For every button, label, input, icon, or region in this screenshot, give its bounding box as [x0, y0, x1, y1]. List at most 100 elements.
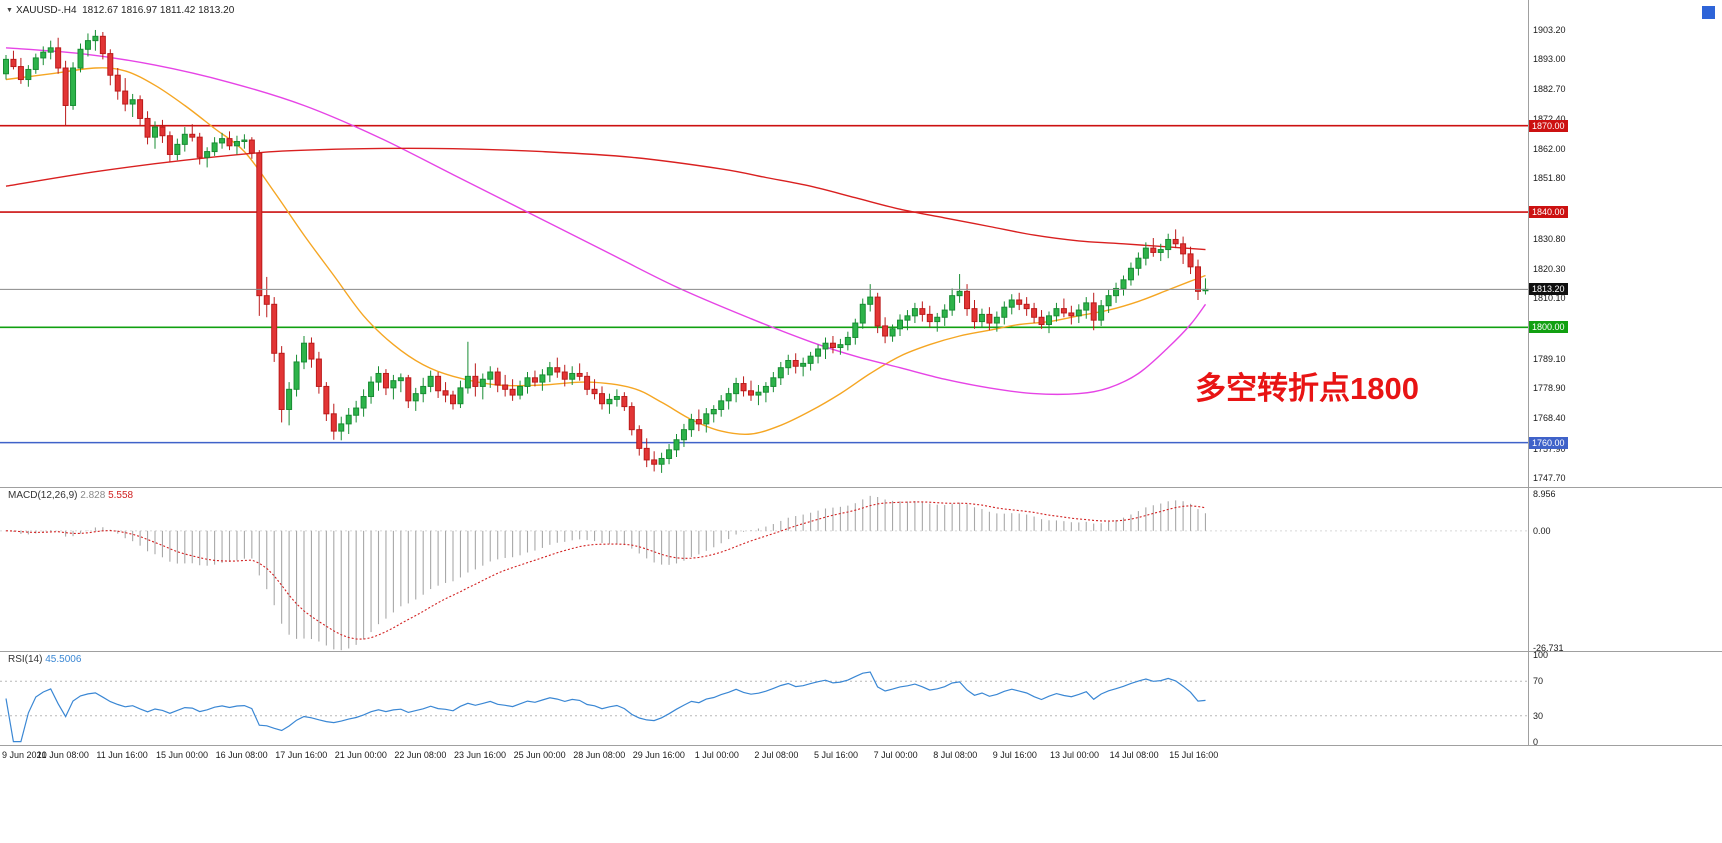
candle	[785, 354, 792, 375]
candle	[673, 433, 680, 458]
candle	[1038, 310, 1045, 329]
candle	[1023, 297, 1030, 316]
candle	[1068, 305, 1075, 325]
price-tick-label: 1882.70	[1533, 84, 1566, 95]
price-tick-label: 1747.70	[1533, 473, 1566, 484]
price-tick-label: 1810.10	[1533, 293, 1566, 304]
candle	[837, 338, 844, 355]
time-axis-label: 9 Jun 2021	[2, 750, 47, 760]
candle	[442, 382, 449, 403]
price-tick-label: 1893.00	[1533, 54, 1566, 65]
candle	[330, 403, 337, 440]
rsi-axis-label: 30	[1533, 710, 1544, 721]
candle	[591, 379, 598, 400]
candle	[911, 302, 918, 324]
candle	[1180, 236, 1187, 264]
candle	[62, 60, 69, 127]
candle	[196, 132, 203, 165]
main-price-panel[interactable]	[0, 29, 1528, 473]
candle	[286, 382, 293, 426]
rsi-axis-label: 70	[1533, 676, 1544, 687]
time-axis-label: 1 Jul 00:00	[694, 750, 739, 760]
candle	[122, 78, 129, 112]
candle	[174, 138, 181, 161]
candle	[695, 409, 702, 432]
candle	[688, 413, 695, 437]
candle	[733, 377, 740, 403]
candle	[189, 124, 196, 142]
time-axis-label: 11 Jun 16:00	[96, 750, 148, 760]
candle	[368, 376, 375, 404]
chart-dropdown-icon[interactable]: ▼	[6, 7, 13, 14]
candle	[934, 312, 941, 332]
candle	[40, 46, 47, 66]
candle	[435, 372, 442, 398]
candle	[1195, 259, 1201, 300]
ma-mid-magenta	[5, 47, 1207, 396]
candle	[1008, 294, 1015, 315]
macd-axis-label: -26.731	[1533, 642, 1564, 653]
candle	[278, 346, 285, 423]
candle	[1202, 278, 1209, 295]
candle	[360, 389, 367, 417]
macd-signal-value: 5.558	[108, 490, 134, 501]
candle	[949, 288, 956, 316]
candle	[926, 305, 933, 328]
price-tick-label: 1851.80	[1533, 173, 1566, 184]
hline-price-label: 1800.00	[1529, 321, 1568, 334]
candle	[17, 57, 24, 84]
time-axis-label: 13 Jul 00:00	[1050, 750, 1100, 760]
candle	[1187, 246, 1194, 275]
candle	[308, 337, 315, 368]
time-axis-label: 28 Jun 08:00	[573, 750, 626, 760]
candle	[531, 370, 538, 387]
candle	[375, 366, 382, 391]
candle	[859, 298, 866, 329]
candle	[643, 438, 650, 468]
rsi-axis-label: 100	[1533, 650, 1549, 661]
candle	[1075, 304, 1082, 324]
candle	[554, 357, 561, 378]
candle	[256, 150, 263, 316]
candle	[114, 68, 121, 100]
candle	[755, 384, 762, 406]
rsi-value: 45.5006	[45, 654, 82, 665]
price-tick-label: 1768.40	[1533, 413, 1566, 424]
time-axis-label: 15 Jul 16:00	[1169, 750, 1219, 760]
rsi-label-text: RSI(14)	[8, 654, 43, 665]
candle	[1165, 233, 1172, 259]
candle	[427, 370, 434, 393]
macd-signal-line	[5, 501, 1206, 640]
time-axis-label: 14 Jul 08:00	[1109, 750, 1159, 760]
candle	[1172, 229, 1179, 249]
rsi-indicator-title: RSI(14) 45.5006	[8, 654, 81, 665]
candle	[971, 299, 978, 329]
macd-indicator-title: MACD(12,26,9) 2.828 5.558	[8, 490, 133, 501]
rsi-panel[interactable]	[0, 671, 1528, 743]
macd-panel[interactable]	[0, 495, 1528, 651]
time-axis-label: 29 Jun 16:00	[632, 750, 685, 760]
candle	[748, 380, 754, 401]
time-axis-label: 16 Jun 08:00	[215, 750, 268, 760]
candle	[219, 132, 226, 149]
candle	[844, 331, 851, 351]
candle	[1150, 238, 1157, 257]
candle	[546, 361, 553, 383]
macd-axis-label: 8.956	[1533, 489, 1556, 499]
candle	[897, 314, 903, 337]
time-axis-label: 2 Jul 08:00	[754, 750, 799, 760]
candle	[517, 380, 524, 400]
price-tick-label: 1778.90	[1533, 383, 1566, 394]
chart-annotation-text: 多空转折点1800	[1195, 371, 1419, 406]
candle	[666, 444, 673, 465]
candle	[323, 382, 330, 422]
candle	[1135, 252, 1142, 276]
candle	[956, 274, 963, 303]
candle	[680, 423, 687, 447]
candle	[10, 50, 17, 70]
candle	[606, 393, 613, 414]
candle	[159, 119, 166, 143]
candle	[1046, 311, 1052, 334]
candle	[1016, 292, 1023, 311]
